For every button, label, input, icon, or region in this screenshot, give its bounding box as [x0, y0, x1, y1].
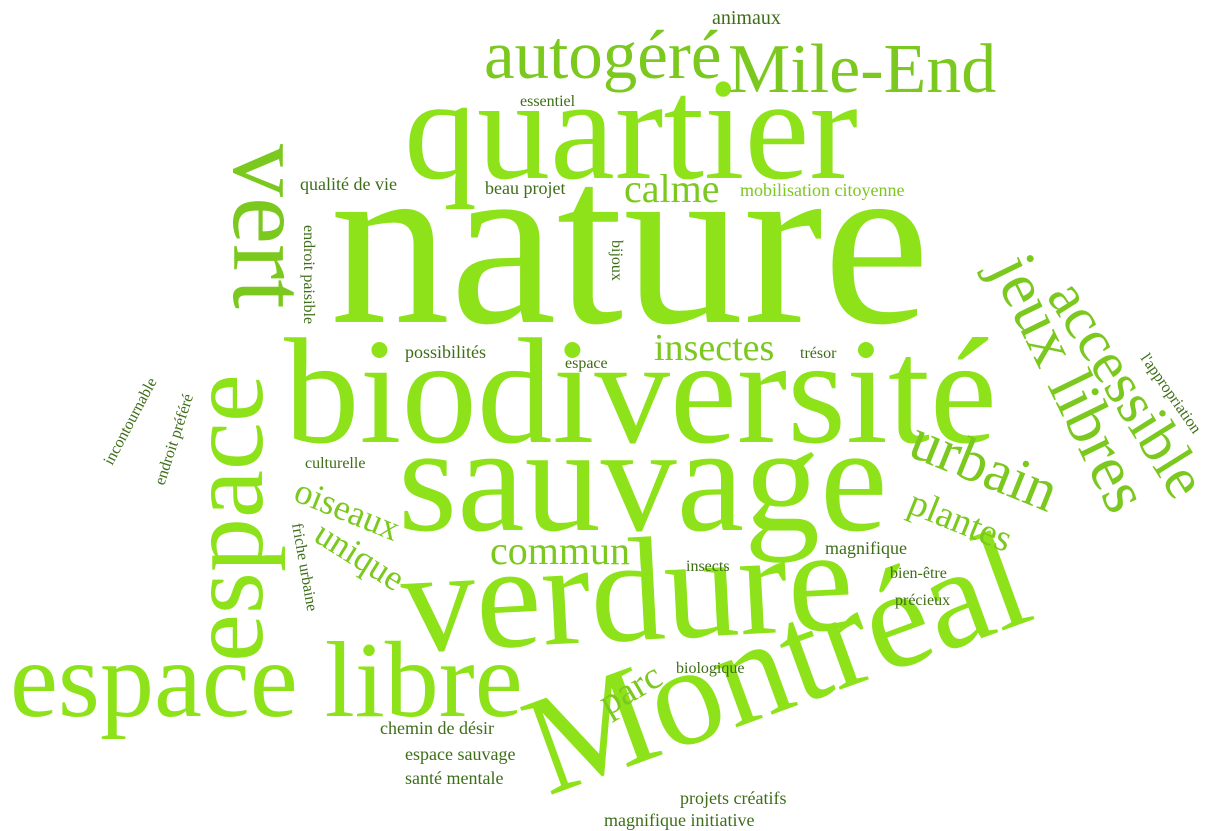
word: vert — [211, 144, 328, 309]
word: nature — [330, 108, 930, 374]
word: commun — [490, 528, 630, 573]
word: bien-être — [890, 565, 947, 582]
word: Mile-End — [728, 31, 996, 108]
word: insects — [686, 558, 730, 575]
word: santé mentale — [405, 768, 503, 788]
word: qualité de vie — [300, 174, 397, 194]
word: possibilités — [405, 342, 486, 362]
word: bijoux — [608, 240, 625, 281]
word: espace — [565, 355, 608, 372]
word: biologique — [676, 660, 744, 677]
word: endroit paisible — [300, 225, 317, 324]
word: quartier — [404, 48, 858, 210]
word: chemin de désir — [380, 718, 494, 738]
word: biodiversité — [284, 307, 997, 475]
word: mobilisation citoyenne — [740, 180, 904, 200]
word: précieux — [895, 592, 950, 609]
word: insectes — [654, 327, 774, 369]
word: magnifique — [825, 538, 907, 558]
word: essentiel — [520, 93, 576, 110]
word: beau projet — [485, 178, 565, 198]
word: espace sauvage — [405, 744, 515, 764]
word: trésor — [800, 345, 837, 362]
word: projets créatifs — [680, 788, 786, 808]
word: espace libre — [10, 621, 523, 740]
word: culturelle — [305, 455, 365, 472]
word: autogéré — [484, 17, 722, 93]
word: calme — [624, 166, 720, 211]
word: sauvage — [398, 395, 888, 563]
word: animaux — [712, 7, 781, 29]
word: espace — [167, 374, 286, 662]
word: verdure — [397, 498, 857, 685]
word: magnifique initiative — [604, 810, 754, 830]
